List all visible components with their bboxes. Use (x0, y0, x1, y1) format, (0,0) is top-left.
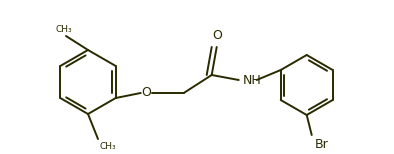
Text: O: O (141, 87, 151, 99)
Text: CH₃: CH₃ (100, 142, 117, 151)
Text: NH: NH (243, 75, 262, 87)
Text: O: O (212, 29, 222, 42)
Text: CH₃: CH₃ (56, 25, 72, 34)
Text: Br: Br (315, 138, 329, 151)
